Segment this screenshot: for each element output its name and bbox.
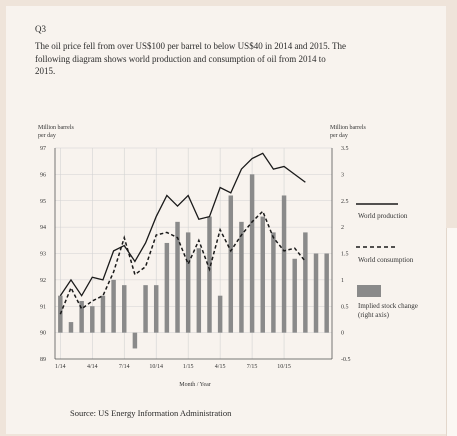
stock-change-bar [196,248,202,333]
stock-change-bar [303,232,308,333]
chart-legend: World production World consumption Implied… [356,203,418,319]
right-tick-label: 0.5 [341,304,349,310]
stock-change-bar [143,285,148,333]
left-tick-label: 91 [40,304,46,310]
left-axis-title: per day [38,133,56,139]
left-tick-label: 90 [40,331,46,337]
stock-change-bar [132,332,138,349]
chart-grid [55,147,332,360]
stock-change-bar [68,322,74,333]
stock-change-bar [324,253,329,333]
x-tick-label: 10/15 [277,364,291,370]
right-tick-label: 1 [341,278,344,284]
legend-label-stock-change: (right axis) [358,311,390,319]
right-tick-label: -0.5 [341,357,351,363]
question-text: The oil price fell from over US$100 per … [35,40,435,78]
left-tick-label: 89 [40,357,46,363]
question-line: 2015. [35,66,56,76]
stock-change-bar [164,242,170,333]
right-tick-label: 3.5 [341,146,349,152]
question-line: following diagram shows world production… [35,53,326,64]
question-line: The oil price fell from over US$100 per … [35,41,347,51]
stock-change-bar [313,253,319,333]
source-note: Source: US Energy Information Administra… [70,408,232,418]
stock-change-bar [122,285,127,333]
legend-label-consumption: World consumption [358,256,414,264]
legend-swatch-stock-change [357,285,381,297]
stock-change-bar [111,279,116,333]
stock-change-bar [100,295,106,333]
x-tick-label: 7/14 [119,364,130,370]
right-tick-label: 1.5 [341,252,349,258]
right-axis-title: Million barrels [330,125,366,131]
stock-change-bar [228,195,234,333]
left-tick-label: 92 [40,278,46,284]
stock-change-bar [217,295,223,333]
bar-series-stock-change [58,174,329,349]
line-series [59,152,306,315]
left-tick-label: 96 [40,172,46,178]
production-line [59,152,306,297]
stock-change-bar [239,221,244,333]
stock-change-bar [271,232,276,333]
stock-change-bar [292,258,297,333]
question-number: Q3 [35,24,46,34]
left-tick-label: 95 [40,199,46,205]
left-tick-label: 97 [40,146,46,152]
axis-labels: 89 90 91 92 93 94 95 96 97 -0.5 0 0.5 1 1.5 2 2.5 3 3.5 1/… [38,125,366,388]
right-tick-label: 3 [341,172,344,178]
overlapping-paper-edge [446,228,457,436]
stock-change-bar [207,216,212,333]
stock-change-bar [185,232,191,333]
stock-change-bar [79,300,84,333]
left-tick-label: 93 [40,252,46,258]
right-tick-label: 0 [341,331,344,337]
x-tick-label: 4/14 [87,364,98,370]
stock-change-bar [175,221,180,333]
right-axis-title: per day [330,133,348,139]
x-tick-label: 10/14 [149,364,163,370]
x-tick-label: 4/15 [215,364,226,370]
left-axis-title: Million barrels [38,125,74,131]
x-tick-label: 1/15 [183,364,194,370]
stock-change-bar [153,285,159,333]
stock-change-bar [90,306,95,333]
x-tick-label: 1/14 [55,364,66,370]
stock-change-bar [249,174,255,333]
paper-sheet [6,6,446,434]
right-tick-label: 2 [341,225,344,231]
left-tick-label: 94 [40,225,46,231]
stock-change-bar [281,195,287,333]
x-tick-label: 7/15 [247,364,258,370]
chart-frame [54,148,333,360]
legend-label-production: World production [358,212,408,220]
stock-change-bar [260,216,265,333]
x-axis-title: Month / Year [179,382,211,388]
legend-label-stock-change: Implied stock change [358,302,418,310]
right-tick-label: 2.5 [341,199,349,205]
consumption-line [59,209,306,315]
